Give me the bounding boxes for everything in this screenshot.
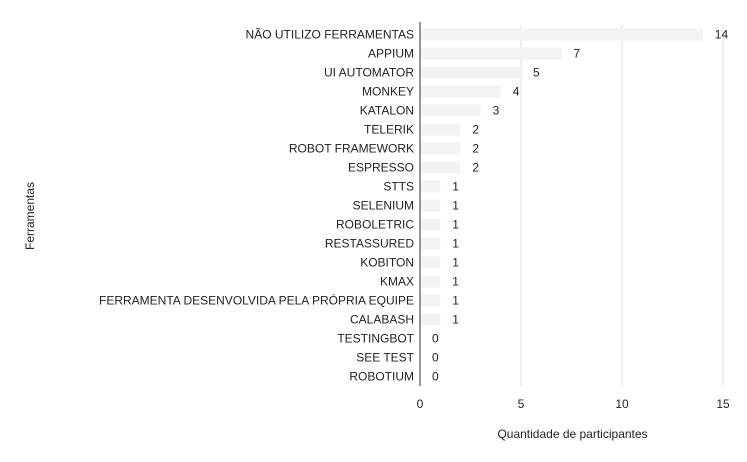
bar xyxy=(420,237,441,250)
x-tick-label: 10 xyxy=(615,397,629,411)
category-label: ESPRESSO xyxy=(348,161,414,175)
category-label: ROBOT FRAMEWORK xyxy=(289,142,414,156)
category-label: ROBOLETRIC xyxy=(336,218,414,232)
bar xyxy=(420,142,461,155)
bar xyxy=(420,161,461,174)
gridlines xyxy=(520,25,724,386)
value-label: 1 xyxy=(452,237,459,251)
category-label: CALABASH xyxy=(350,313,414,327)
value-label: 0 xyxy=(432,351,439,365)
bar xyxy=(420,313,441,326)
x-tick-labels: 0 5 10 15 xyxy=(417,397,730,411)
category-label: FERRAMENTA DESENVOLVIDA PELA PRÓPRIA EQU… xyxy=(99,293,414,308)
bar xyxy=(420,199,441,212)
category-label: KMAX xyxy=(380,275,414,289)
bar xyxy=(420,256,441,269)
value-label: 2 xyxy=(472,123,479,137)
category-label: MONKEY xyxy=(362,85,414,99)
category-labels: NÃO UTILIZO FERRAMENTAS APPIUM UI AUTOMATO… xyxy=(99,28,415,384)
bar xyxy=(420,66,521,79)
category-label: APPIUM xyxy=(368,47,414,61)
value-label: 1 xyxy=(452,294,459,308)
x-tick-label: 15 xyxy=(716,397,730,411)
bars xyxy=(420,28,703,326)
bar xyxy=(420,123,461,136)
x-tick-label: 0 xyxy=(417,397,424,411)
x-tick-label: 5 xyxy=(518,397,525,411)
category-label: STTS xyxy=(383,180,414,194)
value-label: 0 xyxy=(432,332,439,346)
value-label: 14 xyxy=(715,28,729,42)
value-label: 2 xyxy=(472,161,479,175)
bar xyxy=(420,180,441,193)
category-label: TELERIK xyxy=(364,123,414,137)
value-label: 1 xyxy=(452,180,459,194)
category-label: KOBITON xyxy=(360,256,414,270)
bar xyxy=(420,104,481,117)
value-label: 1 xyxy=(452,313,459,327)
bar xyxy=(420,28,703,41)
y-axis-title: Ferramentas xyxy=(23,182,37,250)
category-label: ROBOTIUM xyxy=(349,370,414,384)
value-label: 4 xyxy=(513,85,520,99)
bar xyxy=(420,275,441,288)
value-label: 1 xyxy=(452,256,459,270)
value-label: 1 xyxy=(452,275,459,289)
value-label: 1 xyxy=(452,218,459,232)
bar xyxy=(420,218,441,231)
value-label: 2 xyxy=(472,142,479,156)
x-axis-title: Quantidade de participantes xyxy=(497,427,647,441)
value-label: 3 xyxy=(493,104,500,118)
bar xyxy=(420,47,562,60)
category-label: SELENIUM xyxy=(353,199,414,213)
category-label: RESTASSURED xyxy=(325,237,414,251)
category-label: TESTINGBOT xyxy=(337,332,414,346)
bar xyxy=(420,85,501,98)
category-label: KATALON xyxy=(360,104,414,118)
value-label: 7 xyxy=(573,47,580,61)
bar xyxy=(420,294,441,307)
category-label: NÃO UTILIZO FERRAMENTAS xyxy=(246,28,414,42)
value-label: 5 xyxy=(533,66,540,80)
value-label: 0 xyxy=(432,370,439,384)
category-label: SEE TEST xyxy=(356,351,414,365)
category-label: UI AUTOMATOR xyxy=(324,66,414,80)
value-label: 1 xyxy=(452,199,459,213)
